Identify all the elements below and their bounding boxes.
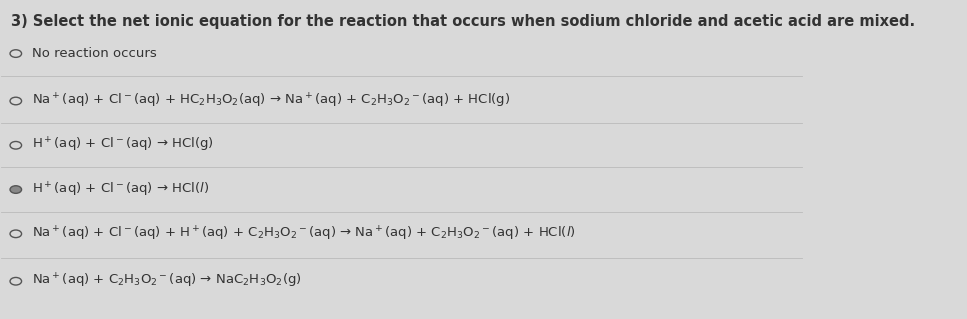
Ellipse shape xyxy=(10,97,21,105)
Ellipse shape xyxy=(10,50,21,57)
Text: 3) Select the net ionic equation for the reaction that occurs when sodium chlori: 3) Select the net ionic equation for the… xyxy=(11,14,915,29)
Text: No reaction occurs: No reaction occurs xyxy=(32,47,157,60)
Text: Na$^+$(aq) + Cl$^-$(aq) + H$^+$(aq) + C$_2$H$_3$O$_2$$^-$(aq) → Na$^+$(aq) + C$_: Na$^+$(aq) + Cl$^-$(aq) + H$^+$(aq) + C$… xyxy=(32,225,575,243)
Text: H$^+$(aq) + Cl$^-$(aq) → HCl(g): H$^+$(aq) + Cl$^-$(aq) → HCl(g) xyxy=(32,136,214,154)
Text: Na$^+$(aq) + C$_2$H$_3$O$_2$$^-$(aq) → NaC$_2$H$_3$O$_2$(g): Na$^+$(aq) + C$_2$H$_3$O$_2$$^-$(aq) → N… xyxy=(32,272,302,290)
Ellipse shape xyxy=(10,278,21,285)
Text: H$^+$(aq) + Cl$^-$(aq) → HCl($l$): H$^+$(aq) + Cl$^-$(aq) → HCl($l$) xyxy=(32,180,209,199)
Ellipse shape xyxy=(10,141,21,149)
Ellipse shape xyxy=(10,186,21,193)
Ellipse shape xyxy=(10,230,21,238)
Text: Na$^+$(aq) + Cl$^-$(aq) + HC$_2$H$_3$O$_2$(aq) → Na$^+$(aq) + C$_2$H$_3$O$_2$$^-: Na$^+$(aq) + Cl$^-$(aq) + HC$_2$H$_3$O$_… xyxy=(32,92,511,110)
